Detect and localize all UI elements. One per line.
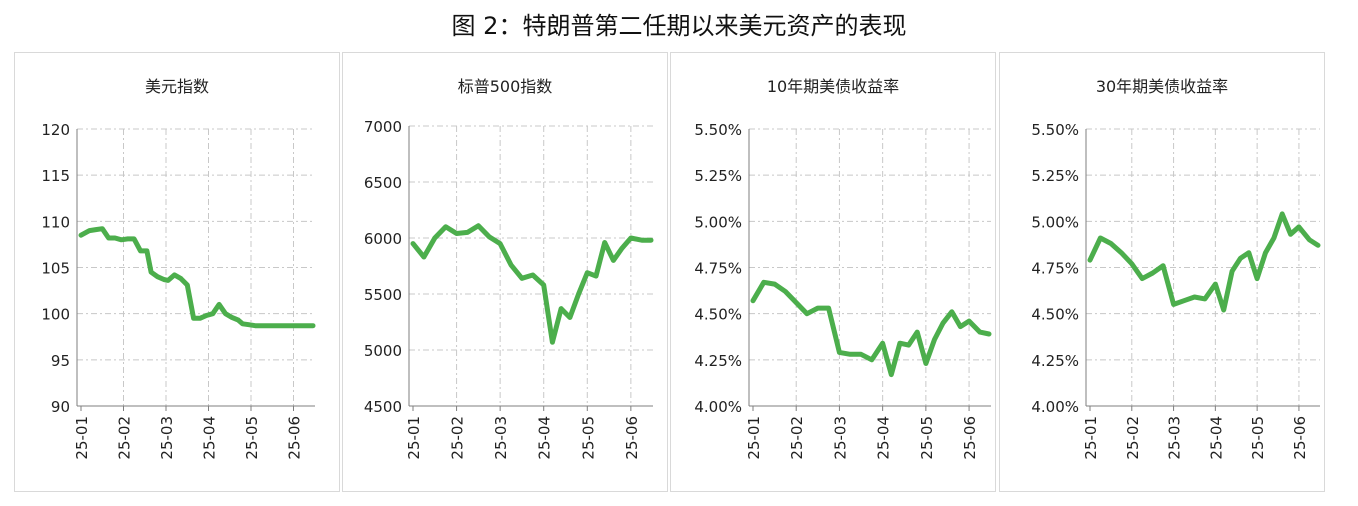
y-tick-label: 5.25% <box>694 167 742 185</box>
x-tick-label: 25-02 <box>116 416 134 460</box>
y-tick-label: 95 <box>51 352 70 370</box>
y-tick-label: 5.50% <box>694 121 742 139</box>
y-tick-label: 90 <box>51 398 70 416</box>
x-tick-label: 25-04 <box>201 416 219 460</box>
series-line <box>750 279 992 378</box>
x-tick-label: 25-06 <box>961 416 979 460</box>
series-line <box>410 223 654 345</box>
chart-title: 标普500指数 <box>457 77 553 96</box>
y-tick-label: 4.00% <box>1031 398 1079 416</box>
x-tick-label: 25-01 <box>1082 416 1100 460</box>
y-tick-label: 5500 <box>364 286 402 304</box>
y-tick-label: 4.50% <box>1031 306 1079 324</box>
x-tick-label: 25-06 <box>1291 416 1309 460</box>
chart-panel-ust30y: 30年期美债收益率 5.50% 5.25% 5.00% 4.75% 4.50% 4.25%… <box>999 52 1325 492</box>
x-tick-label: 25-03 <box>158 416 176 460</box>
x-tick-label: 25-02 <box>449 416 467 460</box>
x-tick-label: 25-06 <box>286 416 304 460</box>
chart-title: 美元指数 <box>144 77 209 96</box>
x-tick-label: 25-05 <box>243 416 261 460</box>
chart-title: 30年期美债收益率 <box>1095 77 1229 96</box>
y-tick-label: 4500 <box>364 398 402 416</box>
y-tick-label: 7000 <box>364 118 402 136</box>
chart-panel-spx: 标普500指数 7000 6500 6000 5500 5000 4500 25-01 25-… <box>342 52 668 492</box>
figure-title: 图 2：特朗普第二任期以来美元资产的表现 <box>451 12 907 40</box>
x-tick-label: 25-03 <box>492 416 510 460</box>
y-tick-label: 4.25% <box>694 352 742 370</box>
y-tick-label: 110 <box>41 213 70 231</box>
x-tick-label: 25-05 <box>918 416 936 460</box>
y-tick-label: 5.50% <box>1031 121 1079 139</box>
x-tick-label: 25-01 <box>745 416 763 460</box>
y-tick-label: 115 <box>41 167 70 185</box>
chart-svg: 5.50% 5.25% 5.00% 4.75% 4.50% 4.25% 4.00%25-01… <box>694 121 992 460</box>
x-tick-label: 25-04 <box>875 416 893 460</box>
x-tick-label: 25-02 <box>788 416 806 460</box>
y-tick-label: 5.00% <box>1031 213 1079 231</box>
y-tick-label: 4.75% <box>694 260 742 278</box>
series-line <box>1087 211 1321 313</box>
chart-panel-ust10y: 10年期美债收益率 5.50% 5.25% 5.00% 4.75% 4.50% 4.25%… <box>670 52 996 492</box>
chart-svg: 5.50% 5.25% 5.00% 4.75% 4.50% 4.25% 4.00%25-01… <box>1031 121 1321 460</box>
x-tick-label: 25-05 <box>1249 416 1267 460</box>
y-tick-label: 5000 <box>364 342 402 360</box>
chart-panel-dxy: 美元指数 120 115 110 105 100 95 90 25-01 25-02 25-03 2… <box>14 52 340 492</box>
y-tick-label: 5.00% <box>694 213 742 231</box>
x-tick-label: 25-03 <box>1166 416 1184 460</box>
x-tick-label: 25-03 <box>831 416 849 460</box>
y-tick-label: 120 <box>41 121 70 139</box>
x-tick-label: 25-04 <box>1207 416 1225 460</box>
x-tick-label: 25-06 <box>623 416 641 460</box>
y-tick-label: 4.25% <box>1031 352 1079 370</box>
series-line <box>78 226 316 329</box>
y-tick-label: 105 <box>41 260 70 278</box>
y-tick-label: 5.25% <box>1031 167 1079 185</box>
y-tick-label: 6000 <box>364 230 402 248</box>
chart-title: 10年期美债收益率 <box>766 77 900 96</box>
y-tick-label: 4.75% <box>1031 260 1079 278</box>
x-tick-label: 25-02 <box>1124 416 1142 460</box>
x-tick-label: 25-05 <box>579 416 597 460</box>
y-tick-label: 6500 <box>364 174 402 192</box>
y-tick-label: 4.50% <box>694 306 742 324</box>
x-tick-label: 25-01 <box>73 416 91 460</box>
x-tick-label: 25-01 <box>405 416 423 460</box>
y-tick-label: 100 <box>41 306 70 324</box>
y-tick-label: 4.00% <box>694 398 742 416</box>
x-tick-label: 25-04 <box>536 416 554 460</box>
